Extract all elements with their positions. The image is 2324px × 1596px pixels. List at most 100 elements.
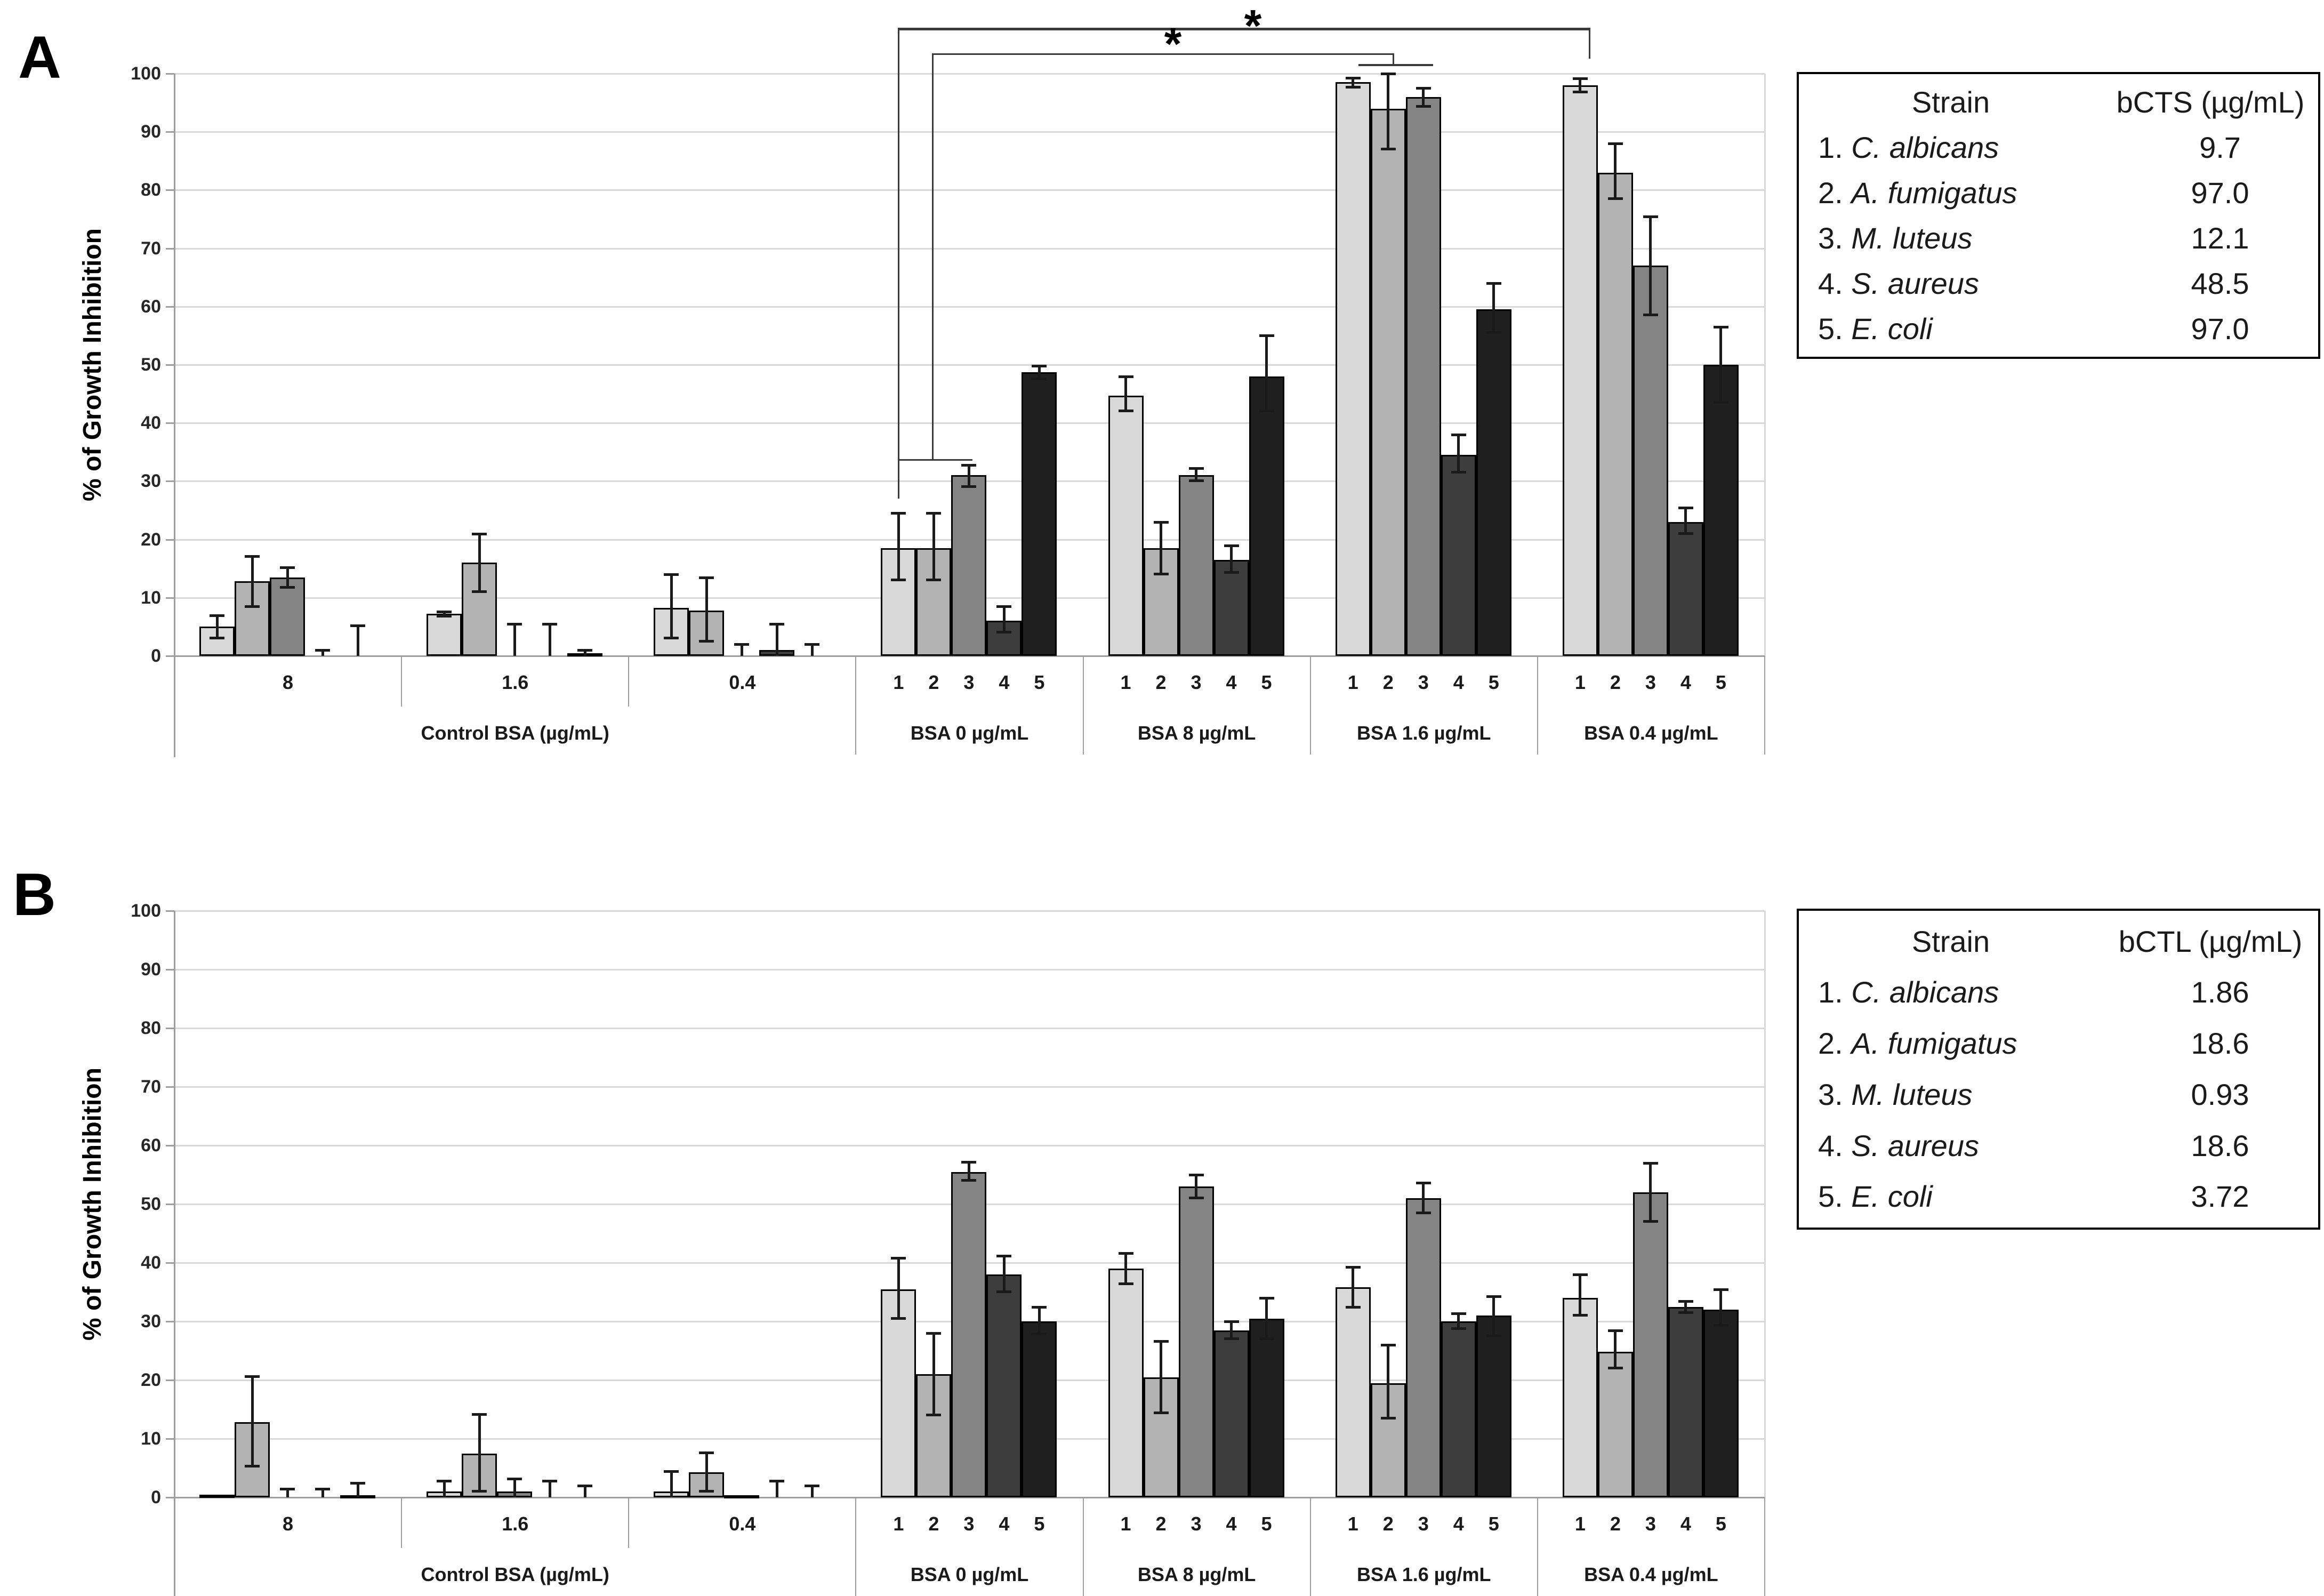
y-axis-tick (166, 1145, 174, 1146)
bar (1441, 455, 1476, 656)
bar (724, 1495, 760, 1498)
legend-strain-number: 2. (1818, 1026, 1852, 1061)
control-subcell-divider (628, 1497, 630, 1548)
y-axis-tick (166, 597, 174, 599)
error-bar (932, 1333, 935, 1415)
x-axis-line (174, 1497, 1765, 1498)
y-axis-tick (166, 969, 174, 971)
strain-number-label: 2 (1382, 1513, 1394, 1535)
y-tick-label: 20 (141, 529, 161, 550)
bar (1476, 1316, 1511, 1497)
y-axis-tick (166, 1321, 174, 1322)
strain-number-label: 2 (1382, 671, 1394, 693)
category-divider (1764, 1497, 1765, 1596)
error-bar (1684, 507, 1687, 534)
error-bar (1195, 1175, 1198, 1198)
y-axis-tick (166, 1262, 174, 1264)
strain-number-label: 1 (1574, 1513, 1586, 1535)
strain-number-label: 5 (1715, 1513, 1726, 1535)
error-bar (1492, 1296, 1495, 1336)
error-bar (1002, 606, 1006, 633)
error-bar (1614, 143, 1617, 199)
error-bar-cap-top (664, 1470, 679, 1473)
y-tick-label: 70 (141, 238, 161, 259)
bar (427, 614, 462, 656)
strain-number-label: 2 (928, 671, 939, 693)
bar (1441, 1321, 1476, 1497)
error-bar-cap-top (1032, 1305, 1047, 1309)
gridline (174, 73, 1765, 75)
strain-number-label: 1 (1347, 1513, 1358, 1535)
legend-mic-value: 1.86 (2191, 975, 2249, 1009)
error-bar-cap-top (577, 649, 593, 652)
error-bar (286, 567, 289, 588)
bar (1597, 172, 1633, 656)
error-bar (810, 1486, 814, 1497)
control-dose-label: 8 (283, 671, 294, 693)
error-bar-cap-top (507, 622, 522, 625)
error-bar-cap-top (437, 611, 452, 613)
legend-strain-number: 5. (1818, 1180, 1852, 1214)
error-bar (1230, 1321, 1233, 1339)
bar (951, 1172, 987, 1497)
significance-span-line (898, 459, 972, 461)
y-axis-tick (166, 1086, 174, 1088)
strain-number-label: 1 (893, 671, 904, 693)
error-bar-cap-bottom (1451, 471, 1466, 474)
legend-strain-name: 5. E. coli (1799, 1182, 2122, 1212)
strain-number-label: 2 (1155, 1513, 1167, 1535)
bar (986, 1274, 1022, 1497)
legend-strain-species: M. luteus (1851, 1077, 1973, 1111)
error-bar (513, 1478, 516, 1497)
legend-strain-species: S. aureus (1851, 1128, 1979, 1162)
error-bar-cap-bottom (1678, 532, 1693, 535)
bar (1703, 365, 1739, 656)
group-label: BSA 0.4 µg/mL (1584, 722, 1718, 744)
error-bar (443, 1481, 446, 1497)
error-bar-cap-bottom (926, 579, 942, 582)
error-bar (775, 623, 778, 656)
y-tick-label: 70 (141, 1077, 161, 1097)
error-bar-cap-bottom (699, 639, 714, 643)
error-bar (1160, 1341, 1163, 1413)
error-bar-cap-bottom (961, 485, 977, 488)
legend-row: 1. C. albicans 9.7 (1799, 125, 2318, 170)
y-axis-tick (166, 655, 174, 657)
error-bar-cap-bottom (1224, 571, 1239, 574)
error-bar-cap-top (996, 1254, 1012, 1257)
error-bar (1614, 1330, 1617, 1368)
y-tick-label: 10 (141, 1429, 161, 1449)
error-bar-cap-top (315, 649, 330, 652)
error-bar (897, 513, 900, 581)
significance-bracket-left-drop (932, 53, 934, 459)
strain-number-label: 3 (1418, 671, 1429, 693)
gridline (174, 969, 1765, 971)
group-label: BSA 0 µg/mL (910, 722, 1029, 744)
control-region-label: Control BSA (µg/mL) (421, 722, 609, 744)
control-dose-label: 0.4 (729, 1513, 756, 1535)
error-bar-cap-top (1607, 1329, 1623, 1332)
bar (199, 1494, 235, 1498)
legend-row: 1. C. albicans 1.86 (1799, 967, 2318, 1018)
error-bar-cap-top (1572, 1273, 1588, 1276)
error-bar-cap-bottom (996, 631, 1012, 634)
bar (1562, 1298, 1598, 1497)
error-bar (1352, 1266, 1355, 1308)
group-label: BSA 0.4 µg/mL (1584, 1563, 1718, 1585)
error-bar-cap-bottom (1118, 1282, 1133, 1285)
legend-row: 2. A. fumigatus 97.0 (1799, 170, 2318, 215)
strain-number-label: 2 (1610, 671, 1621, 693)
control-subcell-divider (628, 656, 630, 707)
legend-strain-number: 5. (1818, 311, 1852, 346)
control-subcell-divider (401, 656, 403, 707)
error-bar (1579, 78, 1582, 92)
error-bar-cap-bottom (1345, 1305, 1361, 1309)
legend-header-mic: bCTL (µg/mL) (2118, 924, 2303, 958)
legend-strain-name: 3. M. luteus (1799, 223, 2122, 253)
error-bar (775, 1481, 778, 1497)
y-tick-label: 10 (141, 587, 161, 608)
y-tick-label: 80 (141, 1018, 161, 1038)
error-bar-cap-bottom (437, 614, 452, 617)
error-bar-cap-bottom (996, 1290, 1012, 1293)
error-bar (321, 1488, 324, 1497)
